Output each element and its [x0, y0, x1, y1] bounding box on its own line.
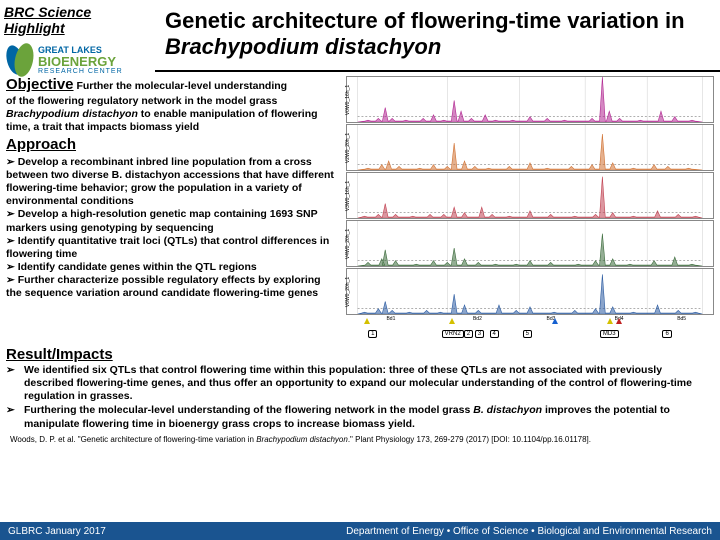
brc-label: BRC Science Highlight: [4, 4, 155, 36]
results-heading: Result/Impacts: [6, 346, 714, 363]
footer-bar: GLBRC January 2017 Department of Energy …: [0, 522, 720, 540]
logo-text: GREAT LAKES BIOENERGY RESEARCH CENTER: [38, 46, 123, 75]
figure-xaxis: Bd1Bd2Bd3Bd4Bd51VRN22345MD36: [346, 316, 714, 344]
left-column: Objective Further the molecular-level un…: [6, 76, 346, 344]
figure-column: V0W0_16h_1V2W0_20h_1V3W0_16h_1V4W0_20h_1…: [346, 76, 714, 344]
approach-list: Develop a recombinant inbred line popula…: [6, 156, 338, 300]
footer-right: Department of Energy • Office of Science…: [346, 526, 712, 537]
approach-bullet: Develop a recombinant inbred line popula…: [6, 156, 338, 209]
approach-bullet: Further characterize possible regulatory…: [6, 274, 338, 300]
lod-panel: V3W0_16h_1: [346, 172, 714, 219]
approach-bullet: Develop a high-resolution genetic map co…: [6, 208, 338, 234]
lod-panel: V0W0_16h_1: [346, 76, 714, 123]
footer-left: GLBRC January 2017: [8, 526, 106, 537]
lod-panel: V6W0_20h_1: [346, 268, 714, 315]
page-title: Genetic architecture of flowering-time v…: [155, 0, 720, 72]
objective-body: of the flowering regulatory network in t…: [6, 95, 338, 134]
objective-heading-line: Objective Further the molecular-level un…: [6, 76, 338, 95]
qtl-figure: V0W0_16h_1V2W0_20h_1V3W0_16h_1V4W0_20h_1…: [346, 76, 714, 344]
result-bullet: ➢We identified six QTLs that control flo…: [6, 364, 714, 403]
results-list: ➢We identified six QTLs that control flo…: [6, 364, 714, 431]
approach-bullet: Identify candidate genes within the QTL …: [6, 261, 338, 274]
result-bullet: ➢Furthering the molecular-level understa…: [6, 404, 714, 430]
brc-column: BRC Science Highlight GREAT LAKES BIOENE…: [0, 0, 155, 72]
citation: Woods, D. P. et al. "Genetic architectur…: [0, 432, 720, 446]
lod-panel: V2W0_20h_1: [346, 124, 714, 171]
approach-bullet: Identify quantitative trait loci (QTLs) …: [6, 235, 338, 261]
glbrc-logo: GREAT LAKES BIOENERGY RESEARCH CENTER: [4, 40, 155, 80]
leaf-icon: [4, 40, 34, 80]
lod-panel: V4W0_20h_1: [346, 220, 714, 267]
approach-heading: Approach: [6, 136, 338, 155]
